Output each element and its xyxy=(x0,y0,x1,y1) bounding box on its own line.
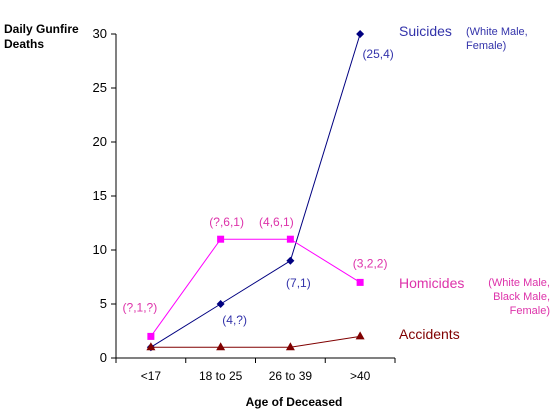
data-point-diamond xyxy=(356,30,365,38)
data-label: (4,?) xyxy=(222,313,247,327)
series-name-suicides: Suicides xyxy=(399,23,452,39)
data-point-triangle xyxy=(216,342,226,351)
x-axis-label: Age of Deceased xyxy=(245,395,343,409)
y-tick-label: 10 xyxy=(93,242,107,257)
data-label: (3,2,2) xyxy=(353,256,388,270)
x-tick-label: 18 to 25 xyxy=(199,369,243,383)
data-label: (?,1,?) xyxy=(123,300,158,314)
data-point-square xyxy=(147,332,155,340)
series-name-homicides: Homicides xyxy=(399,275,464,291)
series-line-homicides xyxy=(150,238,361,337)
y-tick-label: 15 xyxy=(93,188,107,203)
data-point-square xyxy=(356,278,364,286)
y-tick-label: 20 xyxy=(93,134,107,149)
y-tick-label: 0 xyxy=(100,350,107,365)
y-tick-label: 25 xyxy=(93,80,107,95)
x-tick-label: <17 xyxy=(141,369,162,383)
data-point-triangle xyxy=(355,331,365,340)
data-point-square xyxy=(217,235,225,243)
y-tick-label: 5 xyxy=(100,296,107,311)
x-tick-label: >40 xyxy=(350,369,371,383)
data-label: (4,6,1) xyxy=(259,215,294,229)
data-label: (?,6,1) xyxy=(209,215,244,229)
data-point-triangle xyxy=(146,342,156,351)
data-point-triangle xyxy=(285,342,295,351)
y-axis-label: Daily Gunfire Deaths xyxy=(4,22,79,51)
x-tick-label: 26 to 39 xyxy=(269,369,313,383)
data-point-diamond xyxy=(286,256,295,265)
data-label: (25,4) xyxy=(362,47,393,61)
series-line-accidents xyxy=(150,335,361,348)
series-note-suicides: (White Male, Female) xyxy=(466,26,528,52)
data-point-square xyxy=(286,235,294,243)
y-tick-label: 30 xyxy=(93,26,107,41)
series-note-homicides: (White Male, Black Male, Female) xyxy=(488,277,550,317)
data-label: (7,1) xyxy=(286,276,311,290)
series-name-accidents: Accidents xyxy=(399,326,460,342)
series-line-suicides xyxy=(150,33,361,348)
data-point-diamond xyxy=(216,300,225,308)
